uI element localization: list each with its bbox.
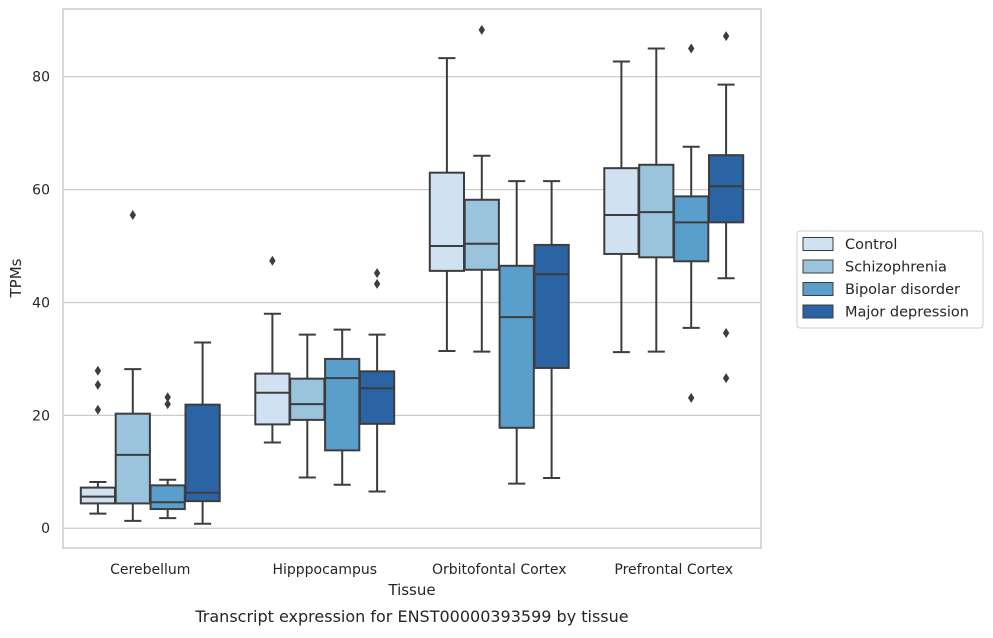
iqr-box (149, 484, 186, 511)
y-tick-label: 20 (32, 408, 50, 424)
x-tick-label: Prefrontal Cortex (614, 562, 733, 578)
legend-swatch (802, 259, 834, 274)
x-axis-ticks: Cerebellum Hipppocampus Orbitofontal Corte… (110, 562, 733, 578)
y-tick-label: 60 (32, 183, 50, 199)
outlier-point (722, 373, 730, 384)
outlier-point (722, 31, 730, 42)
iqr-box (498, 264, 535, 429)
outlier-point (164, 392, 171, 403)
legend-frame (796, 230, 984, 329)
iqr-box (289, 377, 326, 421)
y-tick-label: 0 (41, 521, 50, 537)
x-axis-label: Tissue (387, 581, 435, 599)
outlier-point (94, 379, 102, 390)
box-control (79, 365, 117, 515)
legend: Control Schizophrenia Bipolar disorder Majo… (796, 230, 984, 329)
box-schizophrenia (463, 24, 500, 353)
x-tick-label: Hipppocampus (272, 562, 377, 578)
box-major-depression (533, 180, 570, 480)
outlier-point (94, 404, 102, 415)
iqr-box (463, 198, 500, 271)
outlier-point (688, 43, 695, 54)
outlier-point (269, 255, 276, 266)
outlier-point (373, 268, 381, 279)
box-schizophrenia (114, 210, 151, 522)
outlier-point (688, 392, 695, 403)
iqr-box (114, 412, 151, 505)
box-plot-area (79, 24, 745, 525)
box-bipolar-disorder (324, 328, 361, 486)
iqr-box (638, 163, 675, 259)
box-control (603, 60, 640, 354)
y-axis-label: TPMs (7, 258, 25, 298)
box-schizophrenia (638, 47, 675, 353)
box-major-depression (184, 341, 221, 525)
chart-caption: Transcript expression for ENST0000039359… (194, 607, 628, 626)
legend-swatch (802, 304, 834, 319)
outlier-point (129, 210, 136, 221)
box-schizophrenia (289, 333, 326, 479)
x-tick-label: Cerebellum (110, 562, 190, 578)
iqr-box (428, 171, 466, 272)
iqr-box (673, 195, 710, 263)
iqr-box (603, 167, 640, 255)
outlier-point (373, 278, 381, 289)
legend-swatch (802, 282, 834, 296)
legend-swatch (802, 237, 834, 251)
iqr-box (324, 357, 361, 452)
outlier-point (478, 24, 485, 35)
x-tick-label: Orbitofontal Cortex (432, 562, 567, 578)
legend-label: Major depression (845, 305, 969, 321)
box-control (428, 57, 466, 353)
iqr-box (254, 372, 291, 426)
legend-label: Bipolar disorder (845, 282, 960, 298)
y-tick-label: 40 (32, 295, 50, 311)
plot-frame (62, 8, 762, 549)
box-bipolar-disorder (498, 180, 535, 485)
iqr-box (707, 154, 745, 224)
box-major-depression (707, 31, 745, 384)
outlier-point (94, 365, 102, 376)
y-axis-ticks: 0 20 40 60 80 (32, 70, 50, 538)
box-control (254, 255, 291, 444)
iqr-box (184, 403, 221, 503)
legend-label: Schizophrenia (845, 260, 947, 276)
outlier-point (722, 327, 730, 338)
legend-label: Control (845, 237, 897, 253)
box-bipolar-disorder (673, 43, 710, 403)
iqr-box (533, 243, 570, 369)
box-bipolar-disorder (149, 392, 186, 520)
y-tick-label: 80 (32, 70, 50, 86)
box-major-depression (358, 268, 396, 493)
iqr-box (79, 486, 117, 505)
iqr-box (358, 370, 396, 425)
outlier-point (164, 399, 171, 410)
